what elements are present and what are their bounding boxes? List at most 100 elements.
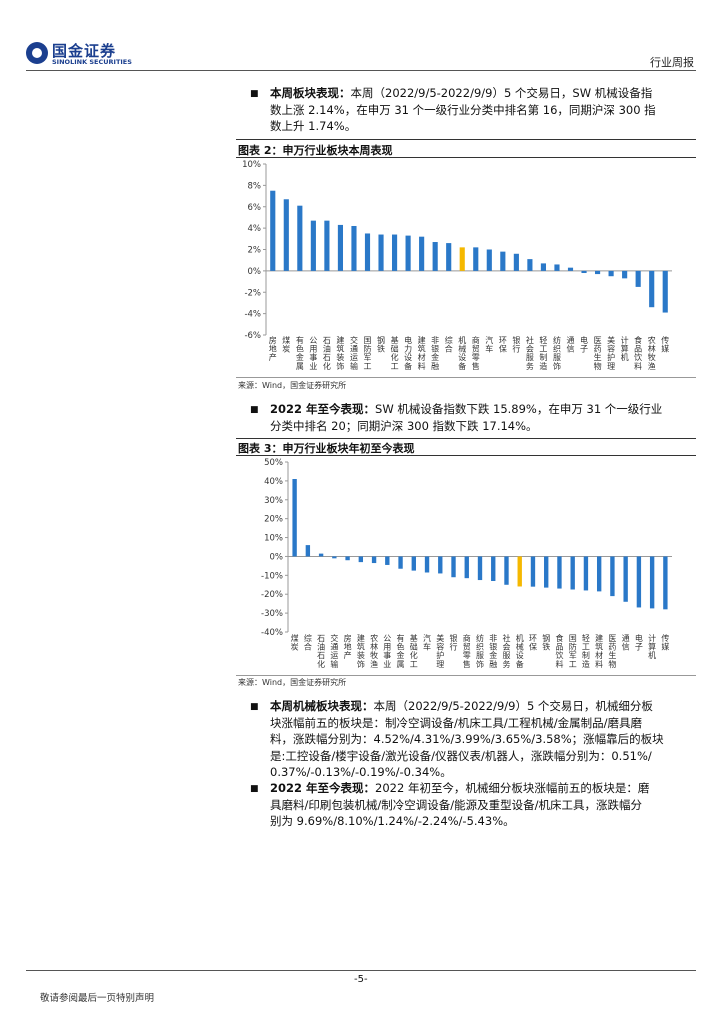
x-tick-label: 煤炭 [282, 335, 290, 354]
x-tick-label-char: 贸 [463, 642, 471, 652]
bar-计算机 [649, 556, 655, 609]
fig3-title: 图表 3：申万行业板块年初至今表现 [238, 442, 415, 455]
x-tick-label-char: 汽 [485, 335, 493, 345]
x-tick-label-char: 理 [436, 660, 444, 669]
para1-title: 本周板块表现： [270, 86, 351, 100]
x-tick-label-char: 合 [445, 344, 453, 354]
x-tick-label-char: 金 [431, 352, 439, 362]
header-rule [26, 70, 696, 71]
para4-line-2: 别为 9.69%/8.10%/1.24%/-2.24%/-5.43%。 [270, 814, 515, 828]
y-tick-label: 10% [264, 534, 283, 544]
x-tick-label-char: 通 [350, 344, 358, 354]
x-tick-label-char: 环 [529, 634, 537, 643]
footer-rule [26, 970, 696, 971]
bar-美容护理 [438, 556, 443, 574]
x-tick-label-char: 机 [648, 650, 656, 660]
x-tick-label-char: 美 [607, 335, 615, 345]
x-tick-label-char: 建 [336, 335, 344, 345]
x-tick-label-char: 电 [404, 335, 412, 345]
bar-社会服务 [527, 259, 533, 271]
x-tick-label-char: 军 [569, 651, 577, 660]
brand-logo: 国金证券 SINOLINK SECURITIES [26, 40, 134, 70]
x-tick-label-char: 石 [317, 651, 325, 660]
x-tick-label-char: 用 [309, 345, 317, 354]
bar-公用事业 [310, 220, 316, 271]
y-tick-label: -2% [244, 288, 261, 298]
bar-通信 [567, 267, 574, 271]
bar-房地产 [270, 190, 276, 271]
bar-建筑材料 [419, 236, 425, 271]
x-tick-label: 计算机 [648, 633, 656, 660]
bar-煤炭 [292, 479, 297, 557]
bar-社会服务 [504, 556, 509, 585]
x-tick-label-char: 制 [539, 352, 547, 362]
x-tick-label-char: 融 [489, 659, 497, 669]
x-tick-label-char: 轻 [582, 633, 590, 643]
x-tick-label-char: 房 [344, 633, 352, 643]
chart-ytd-performance: 50% 40% 30% 20% 10% 0% -10% -20% -30% -40% 煤炭综合石油石… [261, 458, 672, 669]
x-tick-label-char: 料 [555, 659, 563, 669]
bar-计算机 [622, 270, 628, 279]
x-tick-label-char: 用 [383, 643, 391, 652]
y-tick-label: -40% [261, 628, 283, 638]
x-tick-label: 有色金属 [296, 335, 304, 371]
x-tick-label-char: 媒 [661, 643, 669, 652]
x-tick-label-char: 渔 [648, 361, 656, 371]
x-tick-label-char: 医 [594, 336, 602, 345]
x-tick-label-char: 机 [516, 633, 524, 643]
x-tick-label: 建筑装饰 [336, 335, 344, 371]
x-tick-label: 通信 [622, 633, 630, 652]
bar-环保 [500, 251, 506, 271]
x-tick-label-char: 事 [383, 650, 391, 660]
x-tick-label-char: 基 [391, 335, 399, 345]
x-tick-label: 国防军工 [569, 634, 577, 669]
x-tick-label-char: 业 [383, 659, 391, 669]
x-tick-label-char: 机 [458, 335, 466, 345]
x-tick-label-char: 织 [476, 642, 484, 652]
bar-纺织服饰 [477, 556, 483, 581]
x-tick-label-char: 料 [595, 659, 603, 669]
x-tick-label: 汽车 [423, 633, 431, 652]
x-tick-label: 煤炭 [291, 633, 299, 652]
x-tick-label: 非银金融 [489, 633, 497, 669]
page-number: -5- [354, 974, 368, 985]
y-tick-label: 10% [242, 160, 261, 170]
y-tick-label: 8% [248, 181, 262, 191]
bar-国防军工 [570, 556, 575, 590]
x-tick-label: 轻工制造 [582, 633, 590, 669]
x-tick-label-char: 电 [580, 335, 588, 345]
para-subsector-ytd: 2022 年至今表现：2022 年初至今，机械细分板块涨幅前五的板块是：磨 具磨… [270, 780, 702, 830]
bar-机械设备 [517, 556, 522, 587]
x-tick-label-char: 石 [323, 353, 331, 362]
x-tick-label-char: 服 [526, 353, 534, 362]
x-tick-label-char: 轻 [539, 335, 547, 345]
bar-商贸零售 [473, 247, 479, 271]
x-tick-label: 国防军工 [364, 336, 372, 371]
bar-纺织服饰 [554, 264, 560, 271]
x-tick-label-char: 织 [553, 344, 561, 354]
x-tick-label-char: 务 [526, 361, 534, 371]
x-tick-label-char: 工 [391, 362, 399, 371]
x-tick-label-char: 国 [364, 336, 372, 345]
x-tick-label-char: 电 [635, 633, 643, 643]
x-tick-label-char: 贸 [472, 344, 480, 354]
para2-line-1: 分类中排名 20；同期沪深 300 指数下跌 17.14%。 [270, 418, 538, 433]
bar-有色金属 [297, 205, 303, 271]
x-tick-label-char: 铁 [377, 344, 385, 354]
x-tick-label-char: 信 [622, 642, 630, 652]
bar-食品饮料 [635, 270, 641, 287]
x-tick-label-char: 社 [502, 633, 510, 643]
x-tick-label-char: 化 [317, 659, 325, 669]
para-ytd-performance: 2022 年至今表现：SW 机械设备指数下跌 15.89%，在申万 31 个一级… [270, 401, 700, 434]
bar-电子 [581, 270, 587, 274]
x-tick-label-char: 饰 [336, 361, 344, 371]
bar-建筑装饰 [358, 556, 364, 563]
x-tick-label-char: 银 [450, 633, 458, 643]
x-tick-label-char: 子 [580, 345, 588, 354]
x-tick-label-char: 输 [330, 659, 338, 669]
x-tick-label-char: 设 [404, 352, 412, 362]
x-tick-label: 交通运输 [350, 335, 358, 371]
fig2-top-rule [236, 139, 696, 140]
x-tick-label: 石油石化 [323, 336, 331, 371]
x-tick-label: 农林牧渔 [370, 633, 378, 669]
